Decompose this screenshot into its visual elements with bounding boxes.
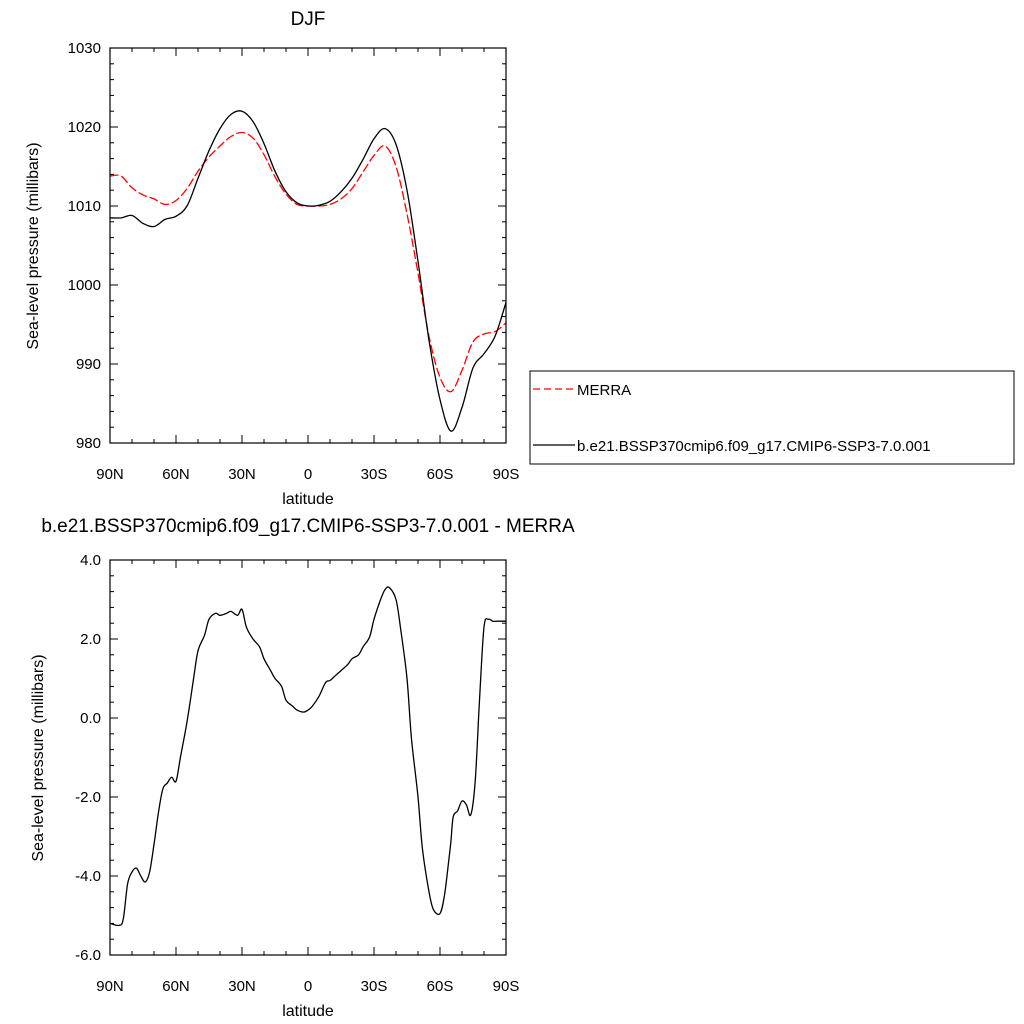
- chart-1-ticks: [109, 47, 507, 444]
- chart-1-y-axis-label: Sea-level pressure (millibars): [25, 142, 42, 349]
- chart-1-y-tick-label: 1010: [68, 198, 101, 215]
- chart-2-x-tick-label: 90N: [96, 978, 124, 995]
- chart-1-x-tick-label: 30N: [228, 466, 256, 483]
- chart-2-x-tick-label: 30S: [361, 978, 388, 995]
- chart-1-series: [109, 110, 507, 432]
- chart-2-y-tick-label: 2.0: [80, 631, 101, 648]
- chart-1: DJF 980 990 1000 1010 1020 1030 90N 60N …: [25, 9, 1015, 508]
- chart-2-x-tick-label: 30N: [228, 978, 256, 995]
- chart-1-y-tick-label: 1030: [68, 40, 101, 57]
- legend-label-merra: MERRA: [577, 382, 631, 399]
- chart-1-x-tick-label: 90S: [493, 466, 520, 483]
- chart-2-x-tick-label: 60S: [427, 978, 454, 995]
- chart-2-y-tick-label: 4.0: [80, 552, 101, 569]
- chart-1-legend: MERRA b.e21.BSSP370cmip6.f09_g17.CMIP6-S…: [529, 370, 1015, 465]
- chart-2-y-tick-label: -4.0: [75, 868, 101, 885]
- chart-2-x-axis-label: latitude: [282, 1003, 334, 1020]
- chart-1-x-axis-label: latitude: [282, 491, 334, 508]
- chart-1-y-tick-label: 990: [76, 356, 101, 373]
- chart-1-y-tick-label: 1000: [68, 277, 101, 294]
- chart-2-y-tick-label: -6.0: [75, 947, 101, 964]
- chart-2-y-axis-label: Sea-level pressure (millibars): [30, 654, 47, 861]
- chart-2-y-tick-label: 0.0: [80, 710, 101, 727]
- legend-label-model: b.e21.BSSP370cmip6.f09_g17.CMIP6-SSP3-7.…: [577, 438, 931, 455]
- chart-2-series: [109, 586, 507, 927]
- chart-2-ticks: [109, 559, 507, 956]
- chart-1-x-tick-label: 60N: [162, 466, 190, 483]
- chart-2-x-tick-label: 0: [304, 978, 312, 995]
- chart-1-x-tick-label: 30S: [361, 466, 388, 483]
- chart-2-y-tick-label: -2.0: [75, 789, 101, 806]
- chart-2-plot-frame: [109, 559, 507, 956]
- chart-2-x-tick-label: 90S: [493, 978, 520, 995]
- chart-1-y-tick-label: 1020: [68, 119, 101, 136]
- chart-1-series-line-model: [109, 110, 507, 432]
- chart-2-series-line-difference: [109, 586, 507, 927]
- chart-1-x-tick-label: 60S: [427, 466, 454, 483]
- chart-1-y-tick-label: 980: [76, 435, 101, 452]
- chart-1-x-tick-label: 0: [304, 466, 312, 483]
- chart-2-title: b.e21.BSSP370cmip6.f09_g17.CMIP6-SSP3-7.…: [41, 516, 575, 537]
- chart-2-x-tick-label: 60N: [162, 978, 190, 995]
- chart-1-series-line-merra: [109, 131, 507, 393]
- chart-2: b.e21.BSSP370cmip6.f09_g17.CMIP6-SSP3-7.…: [30, 516, 575, 1020]
- legend-frame: [529, 370, 1015, 465]
- chart-1-plot-frame: [109, 47, 507, 444]
- chart-1-x-tick-label: 90N: [96, 466, 124, 483]
- chart-1-title: DJF: [291, 9, 326, 30]
